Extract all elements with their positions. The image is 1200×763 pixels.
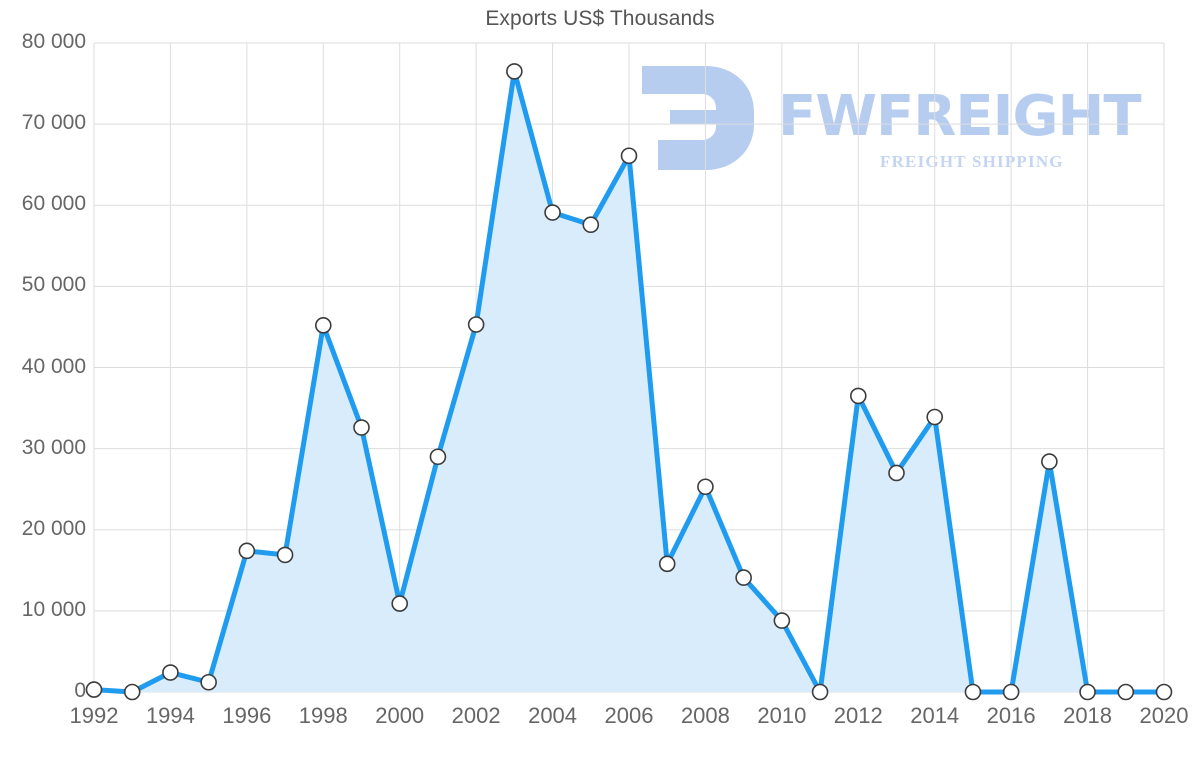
y-axis-tick-label: 60 000: [21, 192, 86, 216]
data-point-marker: [314, 317, 332, 334]
x-axis-tick-label: 2018: [1063, 703, 1113, 728]
data-point-marker: [735, 569, 752, 586]
data-point-marker: [1041, 453, 1058, 470]
x-axis-tick-label: 2008: [680, 703, 730, 728]
data-point-marker: [429, 448, 447, 466]
x-axis-tick-label: 2012: [833, 703, 883, 728]
data-point-marker: [1002, 683, 1020, 701]
data-point-marker: [276, 546, 294, 564]
data-point-marker: [85, 681, 103, 698]
y-axis-tick-label: 80 000: [21, 30, 86, 53]
x-axis-tick-label: 2010: [757, 703, 807, 728]
y-axis-tick-label: 10 000: [21, 597, 86, 621]
x-axis-tick-label: 1998: [298, 703, 348, 728]
x-axis-tick-label: 2020: [1139, 703, 1189, 728]
data-point-markers: [85, 63, 1173, 701]
x-axis-tick-label: 2016: [986, 703, 1036, 728]
data-point-marker: [544, 204, 561, 221]
data-point-marker: [123, 683, 141, 701]
data-point-marker: [773, 612, 791, 629]
y-axis-tick-label: 40 000: [21, 354, 86, 378]
data-point-marker: [1117, 683, 1135, 701]
data-point-marker: [888, 464, 905, 482]
y-axis-tick-label: 50 000: [21, 273, 86, 297]
x-axis-tick-label: 2002: [451, 703, 501, 728]
data-point-marker: [1155, 683, 1173, 701]
data-point-marker: [200, 673, 217, 691]
x-axis-tick-label: 1994: [145, 703, 195, 728]
x-axis-tick-label: 1996: [222, 703, 272, 728]
data-point-marker: [391, 595, 409, 612]
data-point-marker: [467, 316, 485, 333]
data-point-marker: [353, 419, 370, 436]
y-axis-tick-label: 0: [74, 679, 86, 702]
area-fill: [94, 71, 1164, 692]
data-point-marker: [964, 683, 982, 701]
y-axis-tick-label: 70 000: [21, 111, 86, 135]
chart-title: Exports US$ Thousands: [485, 7, 715, 30]
data-point-marker: [697, 478, 714, 496]
data-point-marker: [238, 542, 256, 560]
x-axis-tick-label: 1992: [69, 703, 119, 728]
data-point-marker: [162, 664, 179, 681]
x-axis-tick-label: 2004: [528, 703, 578, 728]
data-point-marker: [811, 683, 829, 701]
x-axis-tick-label: 2006: [604, 703, 654, 728]
x-axis-tick-label: 2000: [375, 703, 425, 728]
x-axis-tick-label: 2014: [910, 703, 960, 728]
data-point-marker: [1079, 683, 1096, 701]
data-point-marker: [926, 408, 944, 426]
data-point-marker: [620, 147, 638, 165]
y-axis-tick-label: 30 000: [21, 435, 86, 459]
y-axis-tick-label: 20 000: [21, 516, 86, 540]
data-point-marker: [658, 555, 676, 573]
data-point-marker: [849, 387, 867, 405]
data-point-marker: [582, 216, 600, 234]
data-point-marker: [506, 63, 523, 80]
